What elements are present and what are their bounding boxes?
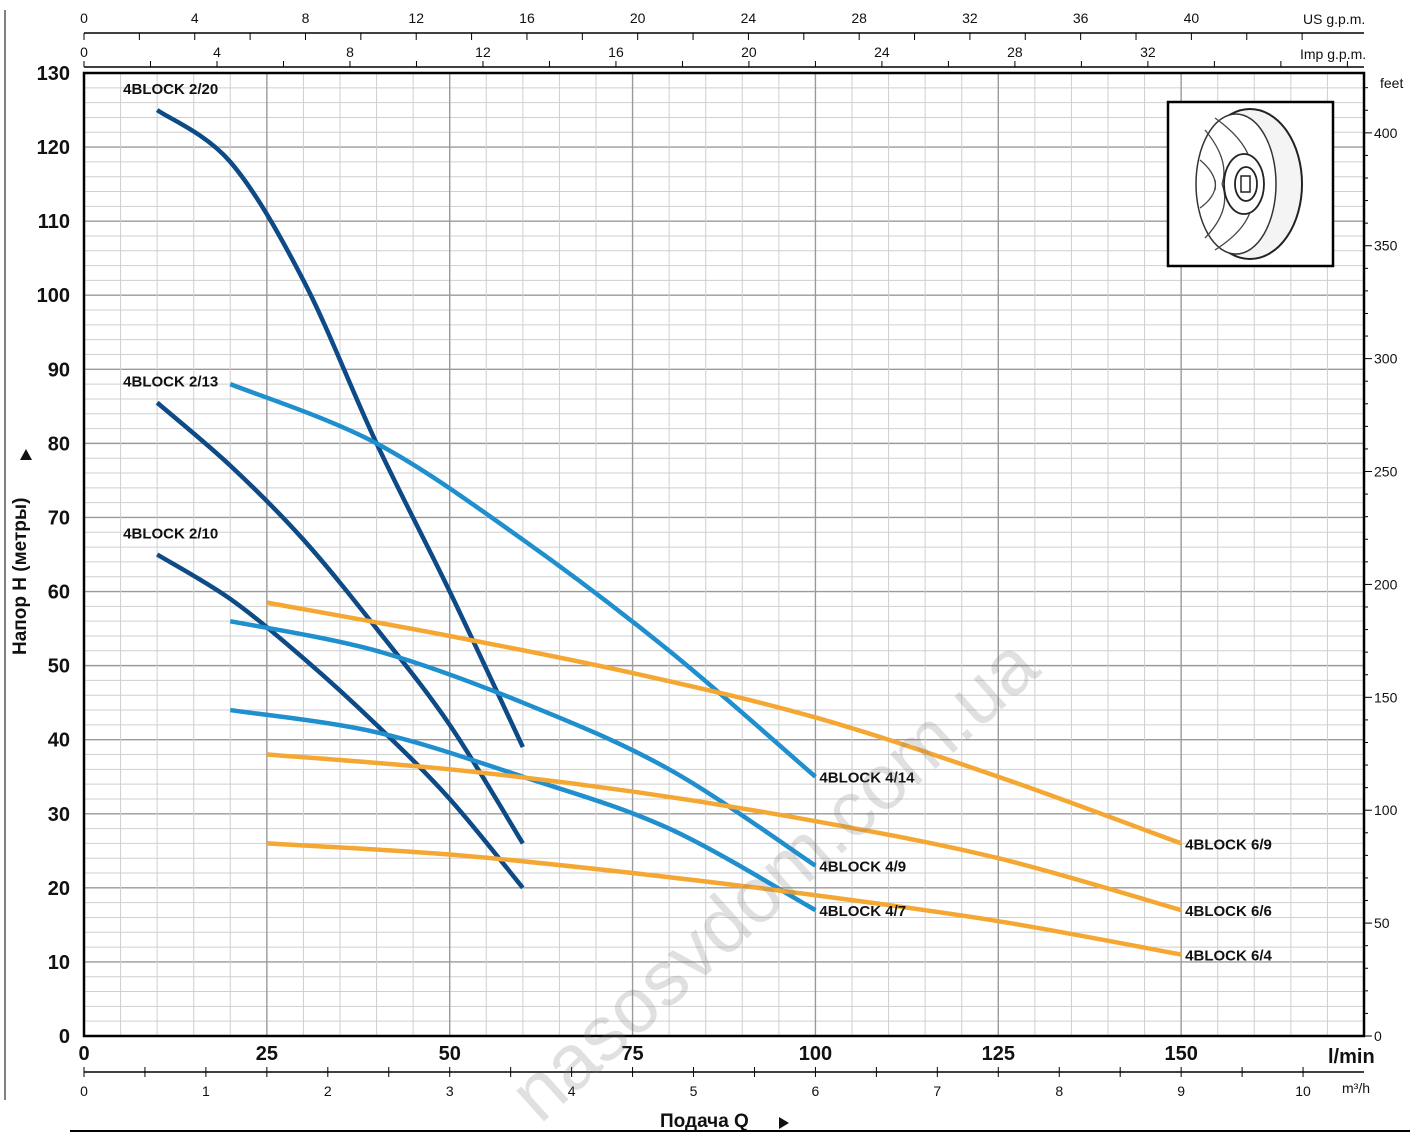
m3h-tick-label: 10 bbox=[1295, 1083, 1311, 1099]
curve-label-4block-6-4: 4BLOCK 6/4 bbox=[1185, 948, 1272, 965]
us-gpm-tick-label: 24 bbox=[741, 10, 757, 26]
curve-labels: 4BLOCK 2/20 4BLOCK 2/13 4BLOCK 2/10 4BLOCK … bbox=[123, 81, 1272, 964]
curve-label-4block-2-20: 4BLOCK 2/20 bbox=[123, 81, 218, 98]
x-tick-label: 50 bbox=[439, 1043, 461, 1065]
feet-tick-label: 250 bbox=[1374, 464, 1398, 480]
curve-4block-2-13 bbox=[155, 400, 525, 845]
curve-label-4block-2-13: 4BLOCK 2/13 bbox=[123, 374, 218, 391]
feet-tick-label: 150 bbox=[1374, 689, 1398, 705]
feet-tick-label: 300 bbox=[1374, 351, 1398, 367]
imp-gpm-tick-label: 32 bbox=[1140, 44, 1156, 60]
imp-gpm-tick-label: 20 bbox=[741, 44, 757, 60]
us-gpm-tick-label: 36 bbox=[1073, 10, 1089, 26]
y-tick-label: 10 bbox=[48, 952, 70, 974]
y-tick-label: 60 bbox=[48, 582, 70, 604]
curve-label-4block-6-6: 4BLOCK 6/6 bbox=[1185, 903, 1272, 920]
m3h-tick-label: 7 bbox=[933, 1083, 941, 1099]
y-axis-arrow-icon bbox=[20, 449, 32, 460]
us-gpm-tick-label: 40 bbox=[1184, 10, 1200, 26]
feet-tick-label: 50 bbox=[1374, 915, 1390, 931]
y-tick-label: 40 bbox=[48, 730, 70, 752]
imp-gpm-tick-label: 8 bbox=[346, 44, 354, 60]
us-gpm-tick-label: 0 bbox=[80, 10, 88, 26]
us-gpm-tick-label: 8 bbox=[302, 10, 310, 26]
feet-tick-label: 350 bbox=[1374, 238, 1398, 254]
y-tick-label: 30 bbox=[48, 804, 70, 826]
feet-tick-label: 200 bbox=[1374, 576, 1398, 592]
us-gpm-tick-label: 32 bbox=[962, 10, 978, 26]
us-gpm-tick-label: 4 bbox=[191, 10, 199, 26]
x-tick-label: 25 bbox=[256, 1043, 278, 1065]
imp-gpm-tick-label: 24 bbox=[874, 44, 890, 60]
y-tick-label: 90 bbox=[48, 359, 70, 381]
x-tick-label: 100 bbox=[799, 1043, 832, 1065]
m3h-tick-label: 5 bbox=[690, 1083, 698, 1099]
m3h-tick-label: 8 bbox=[1055, 1083, 1063, 1099]
axes bbox=[82, 32, 1366, 1073]
curve-4block-6-9 bbox=[266, 600, 1182, 846]
curve-label-4block-4-7: 4BLOCK 4/7 bbox=[819, 903, 906, 920]
curves bbox=[155, 108, 1182, 957]
x-axis-arrow-icon bbox=[779, 1117, 789, 1129]
y-tick-label: 50 bbox=[48, 656, 70, 678]
curve-label-4block-4-14: 4BLOCK 4/14 bbox=[819, 770, 915, 787]
x-tick-label: 0 bbox=[78, 1043, 89, 1065]
y-tick-label: 130 bbox=[37, 63, 70, 85]
unit-lmin: l/min bbox=[1328, 1046, 1375, 1068]
y-tick-label: 0 bbox=[59, 1026, 70, 1048]
curve-4block-2-10 bbox=[155, 552, 525, 890]
imp-gpm-tick-label: 28 bbox=[1007, 44, 1023, 60]
feet-tick-label: 400 bbox=[1374, 125, 1398, 141]
y-tick-label: 110 bbox=[38, 211, 70, 233]
feet-tick-label: 0 bbox=[1374, 1028, 1382, 1044]
curve-4block-2-20 bbox=[155, 108, 525, 749]
m3h-tick-label: 2 bbox=[324, 1083, 332, 1099]
us-gpm-tick-label: 28 bbox=[851, 10, 867, 26]
curve-4block-6-6 bbox=[266, 752, 1182, 913]
curve-label-4block-4-9: 4BLOCK 4/9 bbox=[819, 859, 906, 876]
unit-m3h: m³/h bbox=[1342, 1080, 1370, 1096]
y-tick-label: 100 bbox=[37, 285, 70, 307]
unit-feet: feet bbox=[1380, 75, 1403, 91]
imp-gpm-tick-label: 0 bbox=[80, 44, 88, 60]
x-tick-label: 125 bbox=[982, 1043, 1015, 1065]
impeller-icon bbox=[1166, 100, 1335, 268]
imp-gpm-tick-label: 4 bbox=[213, 44, 221, 60]
y-tick-label: 120 bbox=[37, 137, 70, 159]
unit-imp-gpm: Imp g.p.m. bbox=[1300, 46, 1366, 62]
feet-tick-label: 100 bbox=[1374, 802, 1398, 818]
m3h-tick-label: 3 bbox=[446, 1083, 454, 1099]
y-tick-label: 70 bbox=[48, 507, 70, 529]
us-gpm-tick-label: 12 bbox=[408, 10, 424, 26]
curve-4block-6-4 bbox=[266, 841, 1182, 957]
x-tick-label: 150 bbox=[1164, 1043, 1197, 1065]
y-tick-label: 20 bbox=[48, 878, 70, 900]
m3h-tick-label: 1 bbox=[202, 1083, 210, 1099]
imp-gpm-tick-label: 16 bbox=[608, 44, 624, 60]
us-gpm-tick-label: 20 bbox=[630, 10, 646, 26]
x-axis-title: Подача Q bbox=[660, 1111, 749, 1132]
curve-label-4block-6-9: 4BLOCK 6/9 bbox=[1185, 836, 1272, 853]
m3h-tick-label: 6 bbox=[812, 1083, 820, 1099]
y-axis-title: Напор H (метры) bbox=[10, 498, 31, 655]
y-tick-label: 80 bbox=[48, 433, 70, 455]
watermark: nasosvdom.com.ua bbox=[492, 619, 1054, 1133]
imp-gpm-tick-label: 12 bbox=[475, 44, 491, 60]
m3h-tick-label: 0 bbox=[80, 1083, 88, 1099]
curve-label-4block-2-10: 4BLOCK 2/10 bbox=[123, 526, 218, 543]
x-tick-label: 75 bbox=[621, 1043, 643, 1065]
m3h-tick-label: 4 bbox=[568, 1083, 576, 1099]
unit-us-gpm: US g.p.m. bbox=[1303, 11, 1365, 27]
m3h-tick-label: 9 bbox=[1177, 1083, 1185, 1099]
us-gpm-tick-label: 16 bbox=[519, 10, 535, 26]
